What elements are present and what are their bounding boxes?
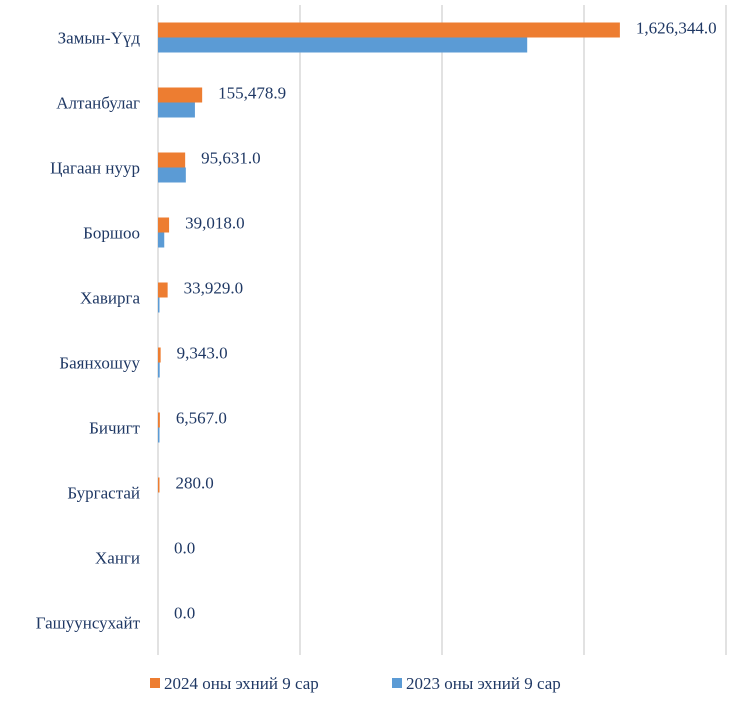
data-label-2024: 95,631.0: [201, 149, 261, 168]
category-label: Бургастай: [67, 484, 140, 503]
bar-2023: [158, 167, 186, 183]
legend-swatch-2024: [150, 678, 160, 688]
bar-2024: [158, 217, 170, 233]
category-label: Гашуунсухайт: [36, 614, 141, 633]
legend-label-2023: 2023 оны эхний 9 сар: [406, 674, 561, 693]
bar-2024: [158, 412, 160, 428]
bar-2024: [158, 477, 160, 493]
data-label-2024: 280.0: [176, 474, 214, 493]
gridlines: [157, 5, 727, 655]
value-labels: 1,626,344.0 155,478.9 95,631.0 39,018.0 33,9…: [174, 19, 717, 623]
category-label: Хавирга: [80, 289, 140, 308]
category-labels: Замын-Үүд Алтанбулаг Цагаан нуур Боршоо Хави…: [36, 29, 141, 633]
data-label-2024: 155,478.9: [218, 84, 286, 103]
bar-2023: [158, 102, 195, 118]
category-label: Алтанбулаг: [56, 94, 140, 113]
bar-2023: [158, 362, 160, 378]
legend: 2024 оны эхний 9 сар 2023 оны эхний 9 са…: [150, 674, 561, 693]
bar-2023: [158, 427, 160, 443]
category-label: Цагаан нуур: [50, 159, 140, 178]
legend-swatch-2023: [392, 678, 402, 688]
bar-2023: [158, 232, 165, 248]
bar-2024: [158, 22, 620, 38]
category-label: Замын-Үүд: [58, 29, 141, 48]
category-label: Ханги: [95, 549, 140, 568]
bar-2023: [158, 37, 528, 53]
data-label-2024: 9,343.0: [177, 344, 228, 363]
category-label: Бичигт: [89, 419, 140, 438]
bar-2024: [158, 282, 168, 298]
category-label: Баянхошуу: [59, 354, 140, 373]
data-label-2024: 0.0: [174, 539, 195, 558]
data-label-2024: 39,018.0: [185, 214, 245, 233]
bar-2023: [158, 297, 160, 313]
bars: [158, 22, 620, 493]
legend-label-2024: 2024 оны эхний 9 сар: [164, 674, 319, 693]
data-label-2024: 0.0: [174, 604, 195, 623]
bar-2024: [158, 347, 161, 363]
data-label-2024: 6,567.0: [176, 409, 227, 428]
bar-2024: [158, 87, 203, 103]
category-label: Боршоо: [83, 224, 140, 243]
data-label-2024: 33,929.0: [184, 279, 244, 298]
bar-2024: [158, 152, 186, 168]
data-label-2024: 1,626,344.0: [636, 19, 717, 38]
